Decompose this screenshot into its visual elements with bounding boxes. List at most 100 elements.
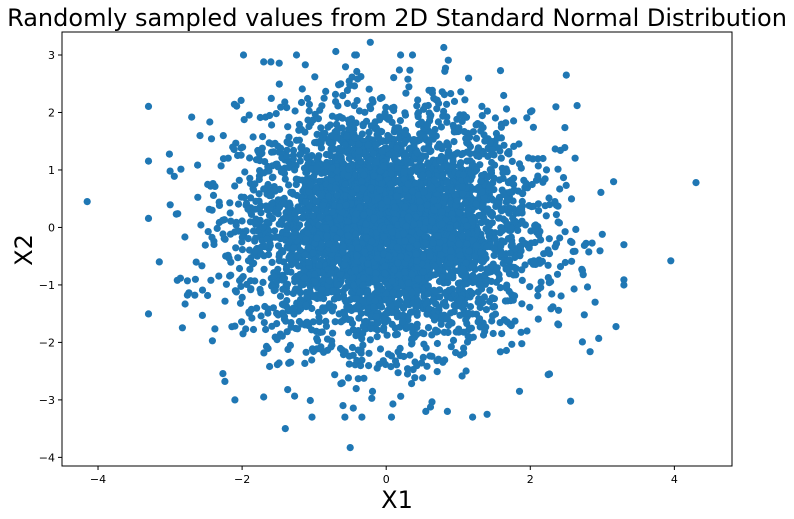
- scatter-point: [292, 136, 301, 144]
- scatter-point: [447, 253, 455, 262]
- scatter-point: [293, 325, 302, 333]
- scatter-point: [408, 51, 417, 59]
- scatter-point: [304, 94, 312, 103]
- scatter-point: [374, 319, 382, 327]
- scatter-point: [368, 237, 376, 246]
- scatter-point: [285, 238, 293, 246]
- scatter-point: [403, 155, 411, 164]
- scatter-point: [402, 299, 410, 307]
- scatter-point: [544, 261, 552, 269]
- scatter-point: [426, 403, 435, 411]
- scatter-point: [464, 229, 472, 238]
- scatter-point: [309, 318, 317, 326]
- scatter-point: [499, 169, 507, 177]
- scatter-point: [358, 130, 366, 138]
- scatter-point: [544, 274, 552, 282]
- scatter-point: [372, 313, 380, 321]
- scatter-point: [365, 85, 373, 93]
- scatter-point: [298, 85, 306, 93]
- scatter-point: [386, 180, 395, 188]
- scatter-point: [268, 200, 276, 208]
- scatter-point: [382, 103, 390, 111]
- scatter-point: [349, 326, 357, 334]
- scatter-point: [555, 321, 563, 329]
- scatter-point: [267, 191, 275, 200]
- scatter-point: [300, 274, 309, 282]
- scatter-point: [423, 201, 431, 209]
- scatter-point: [320, 307, 328, 315]
- scatter-point: [491, 235, 499, 243]
- scatter-point: [480, 293, 488, 301]
- scatter-point: [496, 284, 504, 292]
- scatter-point: [416, 229, 424, 237]
- scatter-point: [295, 262, 303, 270]
- scatter-point: [356, 203, 364, 211]
- scatter-point: [493, 134, 501, 142]
- scatter-point: [234, 200, 243, 208]
- scatter-point: [356, 288, 364, 296]
- scatter-point: [304, 229, 312, 237]
- scatter-point: [580, 311, 588, 319]
- scatter-point: [370, 172, 378, 180]
- scatter-point: [285, 181, 293, 189]
- scatter-point: [273, 309, 281, 317]
- scatter-point: [415, 220, 423, 228]
- scatter-point: [397, 51, 405, 59]
- scatter-point: [488, 219, 496, 227]
- scatter-point: [197, 221, 205, 229]
- scatter-point: [410, 220, 418, 228]
- scatter-point: [345, 360, 353, 368]
- scatter-point: [401, 109, 409, 117]
- scatter-point: [545, 250, 554, 258]
- scatter-point: [458, 232, 467, 240]
- scatter-point: [302, 301, 310, 309]
- scatter-point: [567, 195, 576, 203]
- scatter-point: [413, 302, 421, 310]
- scatter-point: [402, 222, 410, 230]
- scatter-point: [267, 58, 275, 66]
- scatter-point: [368, 394, 376, 402]
- scatter-point: [496, 319, 504, 327]
- scatter-point: [225, 254, 233, 262]
- scatter-point: [489, 146, 497, 154]
- scatter-point: [241, 168, 249, 176]
- scatter-point: [399, 311, 407, 319]
- scatter-point: [385, 132, 393, 141]
- scatter-point: [541, 175, 549, 183]
- scatter-point: [610, 178, 618, 186]
- scatter-point: [284, 386, 292, 394]
- scatter-point: [213, 224, 221, 232]
- scatter-point: [252, 220, 260, 228]
- scatter-point: [250, 186, 258, 194]
- scatter-point: [596, 247, 604, 255]
- scatter-point: [595, 334, 603, 342]
- scatter-point: [378, 147, 386, 155]
- scatter-point: [254, 146, 262, 155]
- scatter-point: [296, 289, 304, 297]
- scatter-point: [351, 266, 359, 274]
- scatter-point: [240, 116, 248, 124]
- chart-title: Randomly sampled values from 2D Standard…: [7, 4, 787, 32]
- scatter-point: [201, 241, 209, 249]
- scatter-point: [367, 156, 375, 165]
- scatter-point: [433, 328, 441, 336]
- scatter-point: [301, 359, 309, 367]
- scatter-point: [423, 145, 432, 153]
- scatter-point: [262, 202, 270, 210]
- scatter-point: [510, 142, 518, 150]
- scatter-point: [209, 191, 218, 199]
- scatter-point: [227, 217, 235, 225]
- scatter-point: [505, 209, 513, 217]
- scatter-point: [336, 203, 344, 211]
- scatter-point: [620, 276, 628, 284]
- scatter-point: [329, 287, 337, 295]
- scatter-point: [192, 258, 200, 266]
- scatter-point: [311, 205, 319, 213]
- scatter-point: [506, 235, 515, 243]
- scatter-point: [378, 200, 386, 208]
- scatter-point: [440, 43, 448, 52]
- scatter-point: [406, 66, 414, 74]
- scatter-point: [215, 272, 223, 280]
- scatter-point: [290, 244, 298, 252]
- scatter-point: [336, 229, 344, 237]
